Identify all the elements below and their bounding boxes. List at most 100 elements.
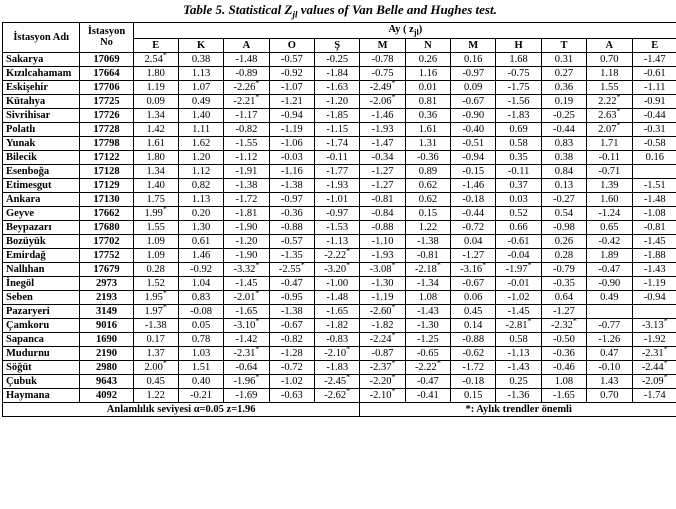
cell-value: -1.82 <box>360 318 405 332</box>
th-month: A <box>587 38 632 52</box>
cell-value: 1.34 <box>133 164 178 178</box>
cell-value: 0.20 <box>178 206 223 220</box>
cell-value: -0.75 <box>496 66 541 80</box>
cell-value: 0.81 <box>405 94 450 108</box>
cell-value: -2.22* <box>405 360 450 374</box>
cell-value <box>632 164 676 178</box>
cell-value: -1.13 <box>496 346 541 360</box>
cell-value: 1.40 <box>178 108 223 122</box>
table-row: Seben21931.95*0.83-2.01*-0.95-1.48-1.191… <box>3 290 676 304</box>
cell-station-name: Ankara <box>3 192 80 206</box>
cell-station-no: 17069 <box>80 52 133 66</box>
cell-value: -0.87 <box>360 346 405 360</box>
cell-value: -1.93 <box>314 178 359 192</box>
cell-station-name: Bozüyük <box>3 234 80 248</box>
cell-value: -0.03 <box>269 150 314 164</box>
cell-value: -1.77 <box>314 164 359 178</box>
cell-value: 1.52 <box>133 276 178 290</box>
cell-value: 1.89 <box>587 248 632 262</box>
cell-station-no: 2193 <box>80 290 133 304</box>
cell-value: -1.43 <box>405 304 450 318</box>
cell-value: -0.25 <box>541 108 586 122</box>
cell-value: -1.45 <box>224 276 269 290</box>
table-row: Kütahya177250.090.49-2.21*-1.21-1.20-2.0… <box>3 94 676 108</box>
cell-value: 0.19 <box>541 94 586 108</box>
cell-value: -1.51 <box>632 178 676 192</box>
cell-value: -0.46 <box>541 360 586 374</box>
cell-value: 0.03 <box>496 192 541 206</box>
cell-value: -1.27 <box>451 248 496 262</box>
table-row: Emirdağ177521.091.46-1.90-1.35-2.22*-1.9… <box>3 248 676 262</box>
cell-value: -2.32* <box>541 318 586 332</box>
cell-station-no: 4092 <box>80 388 133 402</box>
cell-value: -1.10 <box>360 234 405 248</box>
cell-value: -1.02 <box>269 374 314 388</box>
cell-value: -0.82 <box>269 332 314 346</box>
footer-left: Anlamlılık seviyesi α=0.05 z=1.96 <box>3 402 360 416</box>
table-row: Söğüt29802.00*1.51-0.64-0.72-1.83-2.37*-… <box>3 360 676 374</box>
cell-value: -1.38 <box>269 178 314 192</box>
cell-value: 0.36 <box>405 108 450 122</box>
cell-station-no: 2980 <box>80 360 133 374</box>
cell-station-name: Pazaryeri <box>3 304 80 318</box>
cell-station-name: Polatlı <box>3 122 80 136</box>
cell-value: -1.11 <box>632 80 676 94</box>
cell-value: 1.80 <box>133 66 178 80</box>
cell-station-name: Kütahya <box>3 94 80 108</box>
cell-value: -2.01* <box>224 290 269 304</box>
th-station-no: İstasyonNo <box>80 22 133 52</box>
cell-value: 1.39 <box>587 178 632 192</box>
cell-station-name: Seben <box>3 290 80 304</box>
cell-value: 0.14 <box>451 318 496 332</box>
table-row: Ankara171301.751.13-1.72-0.97-1.01-0.810… <box>3 192 676 206</box>
cell-value: -0.36 <box>269 206 314 220</box>
cell-station-no: 17130 <box>80 192 133 206</box>
table-row: Çubuk96430.450.40-1.96*-1.02-2.45*-2.20*… <box>3 374 676 388</box>
cell-value: -0.79 <box>541 262 586 276</box>
cell-value: 0.06 <box>451 290 496 304</box>
cell-value: 0.58 <box>496 136 541 150</box>
cell-station-name: Emirdağ <box>3 248 80 262</box>
cell-value: -1.20 <box>314 94 359 108</box>
cell-value: -0.44 <box>541 122 586 136</box>
cell-station-name: Haymana <box>3 388 80 402</box>
cell-value: -1.21 <box>269 94 314 108</box>
cell-value: -0.92 <box>178 262 223 276</box>
cell-value: -0.88 <box>451 332 496 346</box>
cell-value: -0.57 <box>269 234 314 248</box>
cell-value: 0.09 <box>451 80 496 94</box>
cell-station-no: 1690 <box>80 332 133 346</box>
cell-value: -0.40 <box>451 122 496 136</box>
cell-value: 1.68 <box>496 52 541 66</box>
cell-station-no: 17662 <box>80 206 133 220</box>
cell-value: -0.31 <box>632 122 676 136</box>
cell-value: 1.20 <box>178 150 223 164</box>
cell-value: -1.82 <box>314 318 359 332</box>
table-row: Bozüyük177021.090.61-1.20-0.57-1.13-1.10… <box>3 234 676 248</box>
cell-value: -1.53 <box>314 220 359 234</box>
cell-value: 1.18 <box>587 66 632 80</box>
cell-value: 1.46 <box>178 248 223 262</box>
cell-value: -0.63 <box>269 388 314 402</box>
cell-value: -0.47 <box>269 276 314 290</box>
cell-value: -1.65 <box>224 304 269 318</box>
cell-value: 0.26 <box>541 234 586 248</box>
cell-station-no: 17702 <box>80 234 133 248</box>
table-row: Eskişehir177061.191.07-2.26*-1.07-1.63-2… <box>3 80 676 94</box>
cell-value: 1.71 <box>587 136 632 150</box>
cell-station-no: 9016 <box>80 318 133 332</box>
th-month: Ş <box>314 38 359 52</box>
cell-value: -0.67 <box>451 94 496 108</box>
cell-value: -0.27 <box>541 192 586 206</box>
cell-value: -0.35 <box>541 276 586 290</box>
cell-value: 0.45 <box>133 374 178 388</box>
cell-value: 0.54 <box>541 206 586 220</box>
cell-value: -0.84 <box>360 206 405 220</box>
cell-value: -2.44* <box>632 360 676 374</box>
cell-value: -1.92 <box>632 332 676 346</box>
cell-value: -1.93 <box>360 248 405 262</box>
cell-station-no: 2973 <box>80 276 133 290</box>
table-row: Etimesgut171291.400.82-1.38-1.38-1.93-1.… <box>3 178 676 192</box>
cell-value: -1.65 <box>314 304 359 318</box>
cell-value: 1.62 <box>178 136 223 150</box>
